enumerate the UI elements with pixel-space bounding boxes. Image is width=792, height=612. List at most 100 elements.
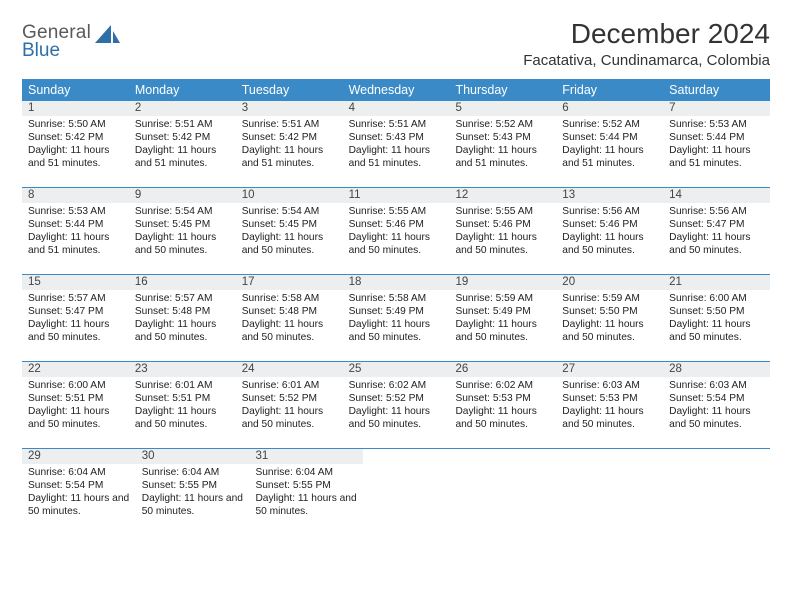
sunrise-line: Sunrise: 5:55 AM [349,205,444,218]
daylight-line: Daylight: 11 hours and 50 minutes. [669,405,764,431]
daylight-line: Daylight: 11 hours and 50 minutes. [669,231,764,257]
daylight-line: Daylight: 11 hours and 50 minutes. [135,405,230,431]
daylight-line: Daylight: 11 hours and 50 minutes. [28,492,130,518]
sunset-line: Sunset: 5:47 PM [28,305,123,318]
sunrise-line: Sunrise: 5:58 AM [242,292,337,305]
daylight-line: Daylight: 11 hours and 51 minutes. [562,144,657,170]
day-cell: 12Sunrise: 5:55 AMSunset: 5:46 PMDayligh… [449,188,556,274]
sunrise-line: Sunrise: 6:04 AM [28,466,130,479]
empty-day-cell [363,449,465,535]
weekday-header: Friday [556,79,663,101]
day-number: 23 [129,363,236,375]
daylight-line: Daylight: 11 hours and 50 minutes. [135,318,230,344]
sunset-line: Sunset: 5:45 PM [135,218,230,231]
weekday-header: Wednesday [343,79,450,101]
day-cell: 2Sunrise: 5:51 AMSunset: 5:42 PMDaylight… [129,101,236,187]
brand-logo: General Blue [22,18,121,60]
day-cell: 27Sunrise: 6:03 AMSunset: 5:53 PMDayligh… [556,362,663,448]
sunrise-line: Sunrise: 5:56 AM [562,205,657,218]
weekday-header-row: SundayMondayTuesdayWednesdayThursdayFrid… [22,79,770,101]
day-number: 7 [663,102,770,114]
calendar-grid: SundayMondayTuesdayWednesdayThursdayFrid… [22,79,770,535]
sunrise-line: Sunrise: 5:52 AM [455,118,550,131]
sunset-line: Sunset: 5:54 PM [28,479,130,492]
day-number: 3 [236,102,343,114]
sunset-line: Sunset: 5:48 PM [135,305,230,318]
week-row: 22Sunrise: 6:00 AMSunset: 5:51 PMDayligh… [22,361,770,448]
daylight-line: Daylight: 11 hours and 50 minutes. [349,318,444,344]
sunrise-line: Sunrise: 6:02 AM [455,379,550,392]
day-cell: 31Sunrise: 6:04 AMSunset: 5:55 PMDayligh… [249,449,363,535]
day-cell: 10Sunrise: 5:54 AMSunset: 5:45 PMDayligh… [236,188,343,274]
daylight-line: Daylight: 11 hours and 50 minutes. [455,405,550,431]
day-number: 5 [449,102,556,114]
sunrise-line: Sunrise: 5:57 AM [135,292,230,305]
sunset-line: Sunset: 5:50 PM [562,305,657,318]
empty-day-cell [668,449,770,535]
weekday-header: Saturday [663,79,770,101]
sunset-line: Sunset: 5:54 PM [669,392,764,405]
sunset-line: Sunset: 5:46 PM [562,218,657,231]
location-text: Facatativa, Cundinamarca, Colombia [523,52,770,69]
day-cell: 30Sunrise: 6:04 AMSunset: 5:55 PMDayligh… [136,449,250,535]
calendar-page: General Blue December 2024 Facatativa, C… [0,0,792,535]
day-cell: 3Sunrise: 5:51 AMSunset: 5:42 PMDaylight… [236,101,343,187]
daylight-line: Daylight: 11 hours and 50 minutes. [28,405,123,431]
sunset-line: Sunset: 5:55 PM [142,479,244,492]
day-cell: 21Sunrise: 6:00 AMSunset: 5:50 PMDayligh… [663,275,770,361]
daylight-line: Daylight: 11 hours and 51 minutes. [669,144,764,170]
day-number: 14 [663,189,770,201]
day-number: 17 [236,276,343,288]
day-cell: 16Sunrise: 5:57 AMSunset: 5:48 PMDayligh… [129,275,236,361]
sunset-line: Sunset: 5:42 PM [28,131,123,144]
sunrise-line: Sunrise: 6:00 AM [669,292,764,305]
day-cell: 18Sunrise: 5:58 AMSunset: 5:49 PMDayligh… [343,275,450,361]
weekday-header: Tuesday [236,79,343,101]
day-number: 18 [343,276,450,288]
daylight-line: Daylight: 11 hours and 51 minutes. [455,144,550,170]
sunset-line: Sunset: 5:46 PM [455,218,550,231]
daylight-line: Daylight: 11 hours and 50 minutes. [349,405,444,431]
sunset-line: Sunset: 5:43 PM [349,131,444,144]
sunrise-line: Sunrise: 6:04 AM [255,466,357,479]
day-number: 19 [449,276,556,288]
sunset-line: Sunset: 5:46 PM [349,218,444,231]
day-cell: 1Sunrise: 5:50 AMSunset: 5:42 PMDaylight… [22,101,129,187]
sunrise-line: Sunrise: 6:02 AM [349,379,444,392]
daylight-line: Daylight: 11 hours and 51 minutes. [28,144,123,170]
day-cell: 26Sunrise: 6:02 AMSunset: 5:53 PMDayligh… [449,362,556,448]
day-number: 8 [22,189,129,201]
day-number: 31 [249,450,363,462]
daylight-line: Daylight: 11 hours and 50 minutes. [135,231,230,257]
week-row: 15 Sunrise: 5:57 AM Sunset: 5:47 PM Dayligh… [22,274,770,361]
sunset-line: Sunset: 5:51 PM [135,392,230,405]
day-number: 30 [136,450,250,462]
month-title: December 2024 [523,18,770,50]
sunset-line: Sunset: 5:52 PM [349,392,444,405]
sunset-line: Sunset: 5:49 PM [455,305,550,318]
day-number: 1 [22,102,129,114]
day-cell: 9Sunrise: 5:54 AMSunset: 5:45 PMDaylight… [129,188,236,274]
sunrise-line: Sunrise: 5:54 AM [242,205,337,218]
daylight-line: Daylight: 11 hours and 50 minutes. [349,231,444,257]
daylight-line: Daylight: 11 hours and 50 minutes. [242,318,337,344]
day-number: 15 [22,276,129,288]
daylight-line: Daylight: 11 hours and 50 minutes. [242,231,337,257]
sunset-line: Sunset: 5:44 PM [669,131,764,144]
sunset-line: Sunset: 5:55 PM [255,479,357,492]
day-cell: 25Sunrise: 6:02 AMSunset: 5:52 PMDayligh… [343,362,450,448]
sunrise-line: Sunrise: 5:53 AM [28,205,123,218]
weeks-container: 1Sunrise: 5:50 AMSunset: 5:42 PMDaylight… [22,101,770,535]
sunrise-line: Sunrise: 6:03 AM [669,379,764,392]
sunrise-line: Sunrise: 5:53 AM [669,118,764,131]
sunrise-line: Sunrise: 5:52 AM [562,118,657,131]
day-cell: 28Sunrise: 6:03 AMSunset: 5:54 PMDayligh… [663,362,770,448]
sunset-line: Sunset: 5:45 PM [242,218,337,231]
day-number: 27 [556,363,663,375]
week-row: 8Sunrise: 5:53 AMSunset: 5:44 PMDaylight… [22,187,770,274]
day-cell: 23Sunrise: 6:01 AMSunset: 5:51 PMDayligh… [129,362,236,448]
sunset-line: Sunset: 5:42 PM [135,131,230,144]
daylight-line: Daylight: 11 hours and 50 minutes. [455,231,550,257]
day-number: 11 [343,189,450,201]
day-cell: 11 Sunrise: 5:55 AMSunset: 5:46 PMDayligh… [343,188,450,274]
